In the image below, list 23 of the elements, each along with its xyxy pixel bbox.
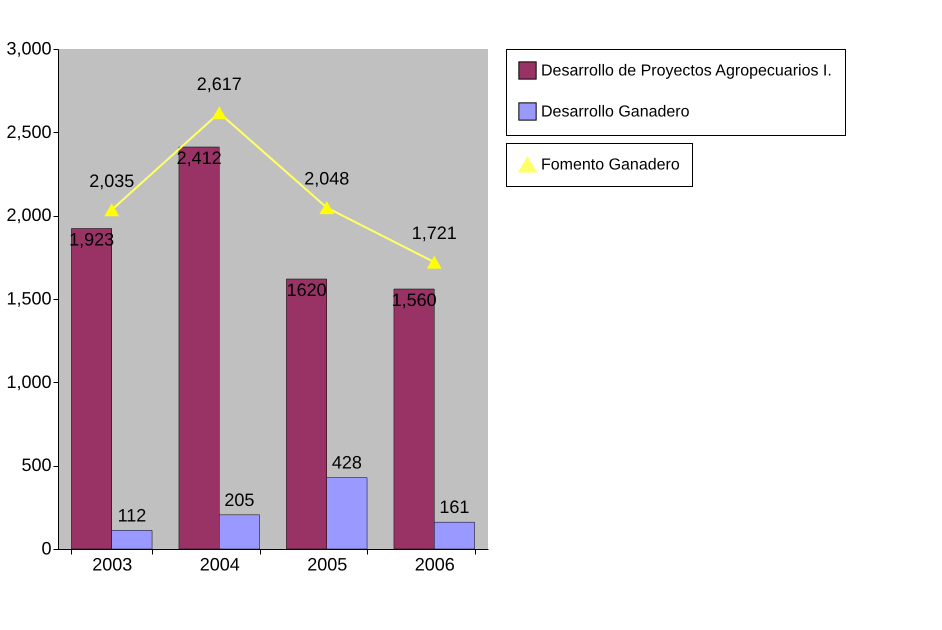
data-label: 2,035 — [89, 170, 134, 191]
legend-label: Desarrollo de Proyectos Agropecuarios I. — [541, 62, 832, 80]
y-tick-label: 500 — [21, 455, 52, 476]
data-label: 428 — [332, 452, 362, 473]
data-label: 2,617 — [196, 74, 242, 94]
y-tick-label: 3,000 — [6, 38, 52, 58]
data-label: 1,721 — [412, 223, 457, 244]
y-tick-label: 2,500 — [6, 122, 52, 142]
legend-label: Fomento Ganadero — [541, 156, 680, 174]
y-tick-label: 2,000 — [6, 205, 52, 226]
x-tick-label: 2004 — [200, 554, 240, 574]
data-label: 112 — [118, 505, 146, 526]
data-label: 161 — [439, 497, 470, 518]
x-tick-label: 2006 — [414, 554, 455, 574]
data-label: 2,048 — [304, 168, 350, 189]
data-label: 1620 — [286, 280, 327, 300]
y-tick-label: 0 — [41, 538, 52, 558]
legend-label: Desarrollo Ganadero — [541, 104, 690, 120]
x-tick-label: 2005 — [307, 554, 348, 574]
y-tick-label: 1,500 — [6, 288, 52, 308]
data-label: 205 — [224, 490, 254, 510]
y-tick-label: 1,000 — [6, 372, 52, 392]
x-tick-label: 2003 — [92, 554, 132, 574]
